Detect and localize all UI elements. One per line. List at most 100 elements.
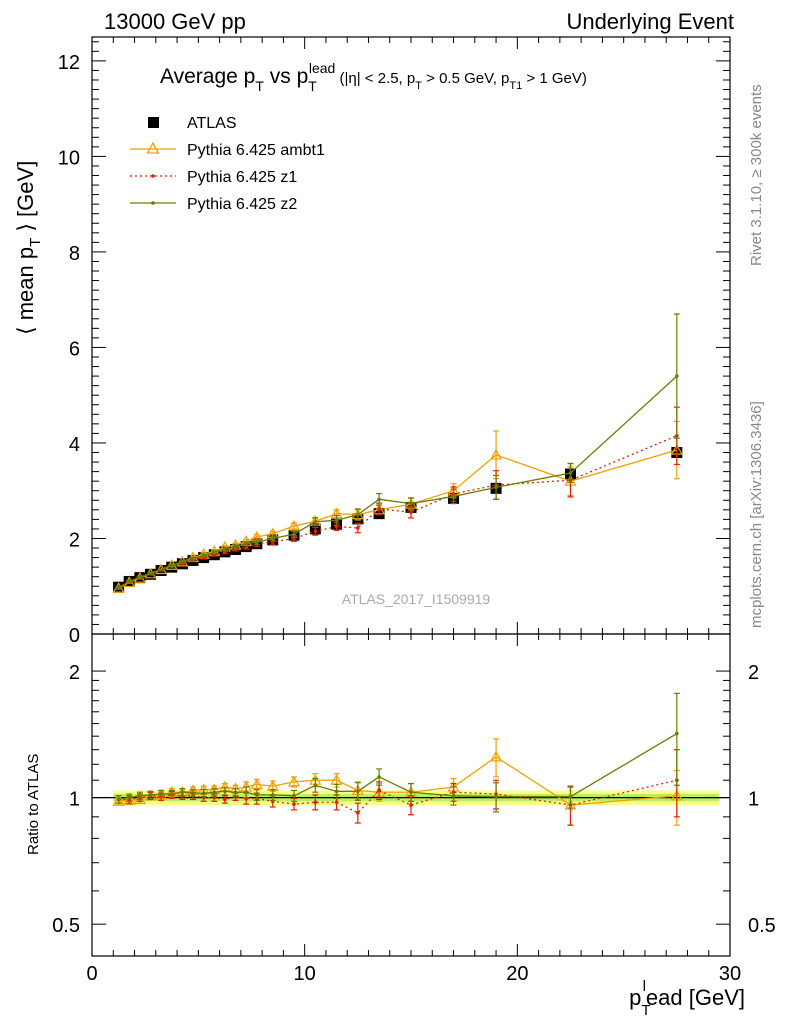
rivet-version-label: Rivet 3.1.10, ≥ 300k events bbox=[748, 84, 765, 266]
data-point bbox=[191, 791, 195, 795]
legend-z2-label: Pythia 6.425 z2 bbox=[187, 196, 297, 213]
x-tick-label: 10 bbox=[294, 963, 316, 985]
ratio-y-tick-label-left: 1 bbox=[69, 789, 80, 811]
series-pythia-6-425-ambt1 bbox=[112, 738, 683, 826]
data-point bbox=[356, 789, 360, 794]
main-y-tick-label: 8 bbox=[69, 243, 80, 265]
data-point bbox=[494, 794, 498, 799]
data-point bbox=[292, 532, 296, 536]
series-atlas bbox=[113, 447, 683, 593]
main-plot-title: Average pT vs pTlead (|η| < 2.5, pT > 0.… bbox=[160, 60, 587, 94]
data-point bbox=[233, 545, 238, 549]
data-point bbox=[490, 448, 503, 460]
data-point bbox=[494, 485, 498, 490]
collision-label: 13000 GeV pp bbox=[104, 9, 246, 34]
data-point bbox=[377, 507, 381, 511]
data-point bbox=[159, 567, 163, 571]
data-point bbox=[334, 518, 339, 523]
data-point bbox=[288, 519, 301, 531]
data-point bbox=[409, 803, 413, 807]
data-point bbox=[313, 783, 318, 788]
data-point bbox=[116, 585, 121, 590]
ratio-y-tick-label-right: 0.5 bbox=[748, 915, 776, 937]
data-point bbox=[127, 579, 132, 584]
legend-ambt1-label: Pythia 6.425 ambt1 bbox=[187, 142, 325, 159]
data-point bbox=[138, 793, 142, 798]
x-tick-label: 20 bbox=[506, 963, 528, 985]
ratio-y-axis-label: Ratio to ATLAS bbox=[25, 754, 42, 855]
data-point bbox=[451, 793, 456, 798]
data-point bbox=[409, 501, 413, 506]
data-point bbox=[169, 792, 174, 796]
data-point bbox=[148, 793, 153, 797]
series-pythia-6-425-z2 bbox=[115, 692, 680, 813]
legend-ambt1-marker bbox=[146, 141, 160, 154]
main-y-tick-label: 2 bbox=[69, 529, 80, 551]
data-point bbox=[313, 800, 318, 805]
main-y-axis-label: ⟨ mean pT ⟩ [GeV] bbox=[13, 161, 44, 335]
main-y-tick-label: 4 bbox=[69, 434, 80, 456]
data-point bbox=[356, 526, 360, 530]
data-point bbox=[356, 512, 360, 517]
ratio-y-tick-label-left: 0.5 bbox=[52, 915, 80, 937]
data-point bbox=[212, 550, 217, 555]
mcplots-label: mcplots.cern.ch [arXiv:1306.3436] bbox=[748, 401, 765, 628]
data-point bbox=[169, 563, 174, 568]
ratio-y-tick-label-right: 1 bbox=[748, 789, 759, 811]
data-point bbox=[212, 795, 217, 800]
data-point bbox=[292, 802, 296, 806]
data-point bbox=[568, 471, 573, 475]
data-point bbox=[313, 519, 318, 524]
data-point bbox=[409, 510, 413, 515]
data-point bbox=[244, 790, 248, 795]
data-point bbox=[490, 750, 503, 762]
data-point bbox=[270, 793, 275, 797]
data-point bbox=[223, 550, 227, 555]
legend-atlas-marker bbox=[148, 117, 159, 128]
data-point bbox=[377, 775, 381, 779]
ratio-y-tick-label-right: 2 bbox=[748, 662, 759, 684]
data-point bbox=[334, 800, 339, 805]
data-point bbox=[233, 790, 238, 795]
data-point bbox=[201, 553, 206, 558]
main-y-tick-label: 12 bbox=[58, 52, 80, 74]
data-point bbox=[356, 811, 360, 815]
x-axis-label: pTlead [GeV] bbox=[629, 978, 745, 1019]
data-point bbox=[138, 575, 142, 579]
data-point bbox=[568, 794, 573, 799]
data-point bbox=[223, 789, 227, 794]
analysis-watermark: ATLAS_2017_I1509919 bbox=[342, 591, 491, 607]
data-point bbox=[250, 778, 263, 790]
series-line bbox=[118, 435, 678, 589]
data-point bbox=[313, 529, 318, 534]
data-point bbox=[675, 731, 679, 736]
legend-z1-marker bbox=[151, 174, 155, 178]
data-point bbox=[148, 571, 153, 576]
data-point bbox=[201, 791, 206, 795]
main-y-tick-label: 10 bbox=[58, 147, 80, 169]
series-pythia-6-425-ambt1 bbox=[112, 420, 683, 593]
data-point bbox=[159, 792, 163, 796]
data-point bbox=[255, 793, 259, 797]
ratio-series-layer bbox=[112, 692, 683, 826]
data-point bbox=[191, 556, 195, 561]
data-point bbox=[409, 790, 413, 795]
series-pythia-6-425-z2 bbox=[115, 313, 680, 590]
series-pythia-6-425-z1 bbox=[115, 749, 680, 826]
data-point bbox=[180, 790, 185, 795]
data-point bbox=[223, 797, 227, 802]
data-point bbox=[334, 789, 339, 794]
main-y-tick-label: 6 bbox=[69, 338, 80, 360]
data-point bbox=[223, 547, 227, 551]
data-point bbox=[377, 788, 381, 793]
data-point bbox=[255, 540, 259, 545]
data-point bbox=[288, 775, 301, 787]
legend-atlas-label: ATLAS bbox=[187, 115, 237, 132]
legend-z1-label: Pythia 6.425 z1 bbox=[187, 169, 297, 186]
main-series-layer bbox=[112, 313, 683, 593]
ratio-y-tick-label-left: 2 bbox=[69, 662, 80, 684]
legend-z2-marker bbox=[151, 201, 155, 205]
data-point bbox=[112, 795, 125, 806]
data-point bbox=[180, 560, 185, 564]
